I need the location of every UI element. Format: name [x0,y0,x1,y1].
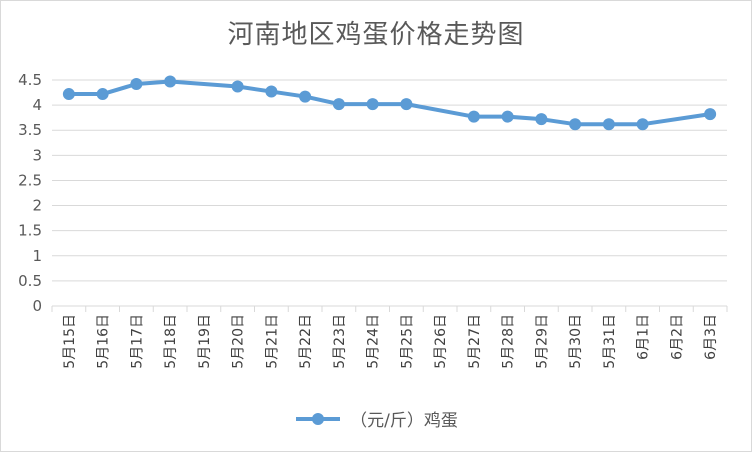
x-tick-label: 5月24日 [366,314,382,369]
y-tick-label: 2 [32,197,42,215]
data-point [636,118,649,131]
x-tick-label: 5月18日 [163,314,179,369]
data-point [130,78,143,91]
x-tick-label: 5月23日 [332,314,348,369]
data-point [299,90,312,103]
legend-label: （元/斤）鸡蛋 [350,411,458,431]
chart-title: 河南地区鸡蛋价格走势图 [227,20,525,50]
x-tick-label: 5月31日 [602,314,618,369]
x-tick-label: 5月28日 [501,314,517,369]
y-tick-label: 1 [32,247,42,265]
y-tick-label: 0.5 [18,272,42,290]
data-point [332,98,345,111]
series-line [66,79,713,127]
y-tick-label: 1.5 [18,222,42,240]
x-tick-label: 6月3日 [703,314,719,360]
data-point [265,85,278,98]
x-tick-label: 5月15日 [62,314,78,369]
data-point [535,113,548,126]
x-tick-label: 5月27日 [467,314,483,369]
y-tick-label: 2.5 [18,171,42,189]
y-tick-label: 4 [32,96,42,114]
legend-swatch [296,412,341,425]
x-tick-label: 5月21日 [264,314,280,369]
data-point [400,98,413,111]
x-tick-label: 5月22日 [298,314,314,369]
data-point [602,118,615,131]
x-tick-label: 5月30日 [568,314,584,369]
x-tick-label: 5月29日 [534,314,550,369]
data-point [569,118,582,131]
y-tick-label: 4.5 [18,71,42,89]
x-tick-label: 6月1日 [636,314,652,360]
x-tick-label: 5月25日 [399,314,415,369]
x-tick-label: 5月17日 [129,314,145,369]
data-point [501,110,514,123]
y-tick-label: 3.5 [18,121,42,139]
data-point [467,110,480,123]
chart-legend: （元/斤）鸡蛋 [0,406,752,431]
data-point [62,88,75,101]
x-tick-label: 6月2日 [669,314,685,360]
x-tick-label: 5月20日 [231,314,247,369]
x-tick-label: 5月19日 [197,314,213,369]
data-point [96,88,109,101]
data-point [366,98,379,111]
x-tick-label: 5月16日 [96,314,112,369]
data-point [231,80,244,93]
y-tick-label: 3 [32,146,42,164]
data-point [704,108,717,121]
y-tick-label: 0 [32,297,42,315]
x-tick-label: 5月26日 [433,314,449,369]
data-point [164,75,177,88]
